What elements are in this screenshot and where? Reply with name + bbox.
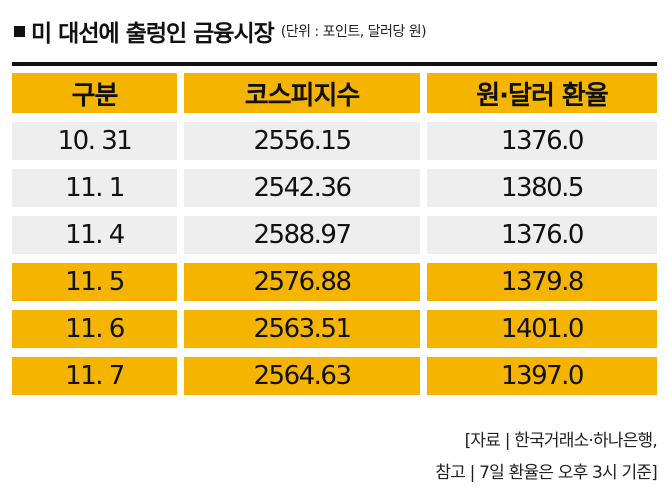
source-line-1: [자료 | 한국거래소·하나은행,: [464, 431, 658, 451]
fx-cell: 1376.0: [427, 216, 657, 254]
fx-cell: 1379.8: [427, 263, 657, 301]
title-row: 미 대선에 출렁인 금융시장 (단위 : 포인트, 달러당 원): [14, 14, 427, 48]
fx-cell: 1376.0: [427, 122, 657, 160]
source-note: [자료 | 한국거래소·하나은행, 참고 | 7일 환율은 오후 3시 기준]: [157, 425, 657, 489]
date-cell: 11. 5: [12, 263, 177, 301]
source-line-2: 참고 | 7일 환율은 오후 3시 기준]: [435, 463, 657, 483]
header-category: 구분: [12, 73, 177, 113]
square-bullet-icon: [14, 25, 25, 37]
date-cell: 10. 31: [12, 122, 177, 160]
kospi-cell: 2563.51: [184, 310, 420, 348]
header-fx-rate: 원·달러 환율: [427, 73, 657, 113]
unit-note: (단위 : 포인트, 달러당 원): [280, 24, 427, 40]
date-cell: 11. 4: [12, 216, 177, 254]
table-header-row: 구분 코스피지수 원·달러 환율: [12, 73, 657, 113]
kospi-cell: 2588.97: [184, 216, 420, 254]
kospi-cell: 2542.36: [184, 169, 420, 207]
fx-cell: 1380.5: [427, 169, 657, 207]
page-title: 미 대선에 출렁인 금융시장: [31, 21, 275, 47]
date-cell: 11. 7: [12, 357, 177, 395]
kospi-cell: 2556.15: [184, 122, 420, 160]
fx-cell: 1397.0: [427, 357, 657, 395]
fx-cell: 1401.0: [427, 310, 657, 348]
table-row-highlighted: 11. 6 2563.51 1401.0: [12, 310, 657, 348]
table-row: 11. 1 2542.36 1380.5: [12, 169, 657, 207]
header-kospi: 코스피지수: [184, 73, 420, 113]
kospi-cell: 2564.63: [184, 357, 420, 395]
date-cell: 11. 6: [12, 310, 177, 348]
table-row: 10. 31 2556.15 1376.0: [12, 122, 657, 160]
table-row-highlighted: 11. 7 2564.63 1397.0: [12, 357, 657, 395]
data-table: 구분 코스피지수 원·달러 환율 10. 31 2556.15 1376.0 1…: [12, 62, 657, 395]
table-row: 11. 4 2588.97 1376.0: [12, 216, 657, 254]
date-cell: 11. 1: [12, 169, 177, 207]
kospi-cell: 2576.88: [184, 263, 420, 301]
table-row-highlighted: 11. 5 2576.88 1379.8: [12, 263, 657, 301]
